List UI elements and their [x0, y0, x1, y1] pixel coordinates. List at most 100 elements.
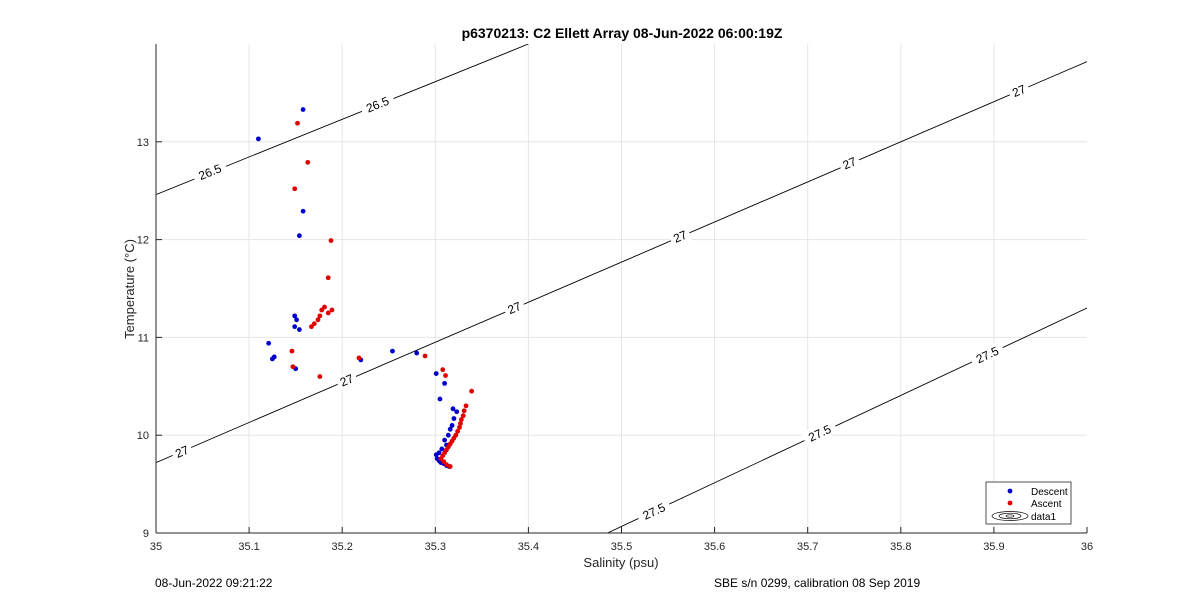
x-tick-label: 36 — [1081, 541, 1093, 553]
chart-title: p6370213: C2 Ellett Array 08-Jun-2022 06… — [462, 25, 783, 41]
contour-label-background — [191, 158, 229, 185]
legend-descent-label: Descent — [1031, 487, 1068, 498]
descent-point — [296, 233, 302, 239]
descent-point — [442, 380, 448, 386]
contour-label: 27 — [671, 227, 689, 245]
descent-point — [300, 107, 306, 112]
footer-timestamp: 08-Jun-2022 09:21:22 — [155, 576, 273, 590]
ascent-point — [315, 317, 321, 323]
descent-point — [433, 371, 439, 376]
contour-label-background — [968, 340, 1006, 369]
contour-label-background — [334, 369, 359, 391]
descent-point — [292, 313, 298, 319]
ascent-point — [461, 408, 467, 414]
ascent-point — [422, 353, 428, 359]
ascent-point — [317, 374, 323, 379]
legend-ascent-label: Ascent — [1031, 499, 1062, 510]
ascent-point — [328, 238, 334, 243]
ascent-point — [329, 307, 335, 313]
descent-point — [450, 406, 456, 412]
contour-label-background — [635, 497, 673, 526]
descent-point — [269, 356, 275, 362]
y-tick-label: 12 — [137, 235, 149, 247]
x-tick-label: 35.1 — [238, 541, 259, 553]
legend-descent-marker — [1007, 488, 1013, 494]
ascent-point — [457, 424, 462, 430]
data-points — [256, 107, 475, 469]
ascent-point — [319, 307, 325, 313]
ascent-point — [290, 364, 296, 370]
descent-point — [437, 396, 443, 402]
density-contour-line — [156, 61, 1087, 463]
ascent-point — [325, 275, 331, 281]
x-tick-label: 35.4 — [518, 541, 539, 553]
x-tick-label: 35.9 — [983, 541, 1004, 553]
descent-point — [442, 437, 448, 443]
contour-label-background — [667, 225, 693, 248]
ascent-point — [443, 373, 448, 378]
contour-label-background — [801, 418, 839, 447]
x-tick-label: 35 — [150, 541, 162, 553]
contour-legend-icon — [991, 511, 1029, 521]
contour-label-background — [358, 90, 396, 118]
descent-point — [445, 432, 451, 438]
ascent-point — [317, 313, 323, 319]
descent-point — [439, 446, 445, 452]
contour-label-background — [837, 152, 862, 174]
y-tick-label: 9 — [143, 528, 149, 540]
ascent-point — [444, 462, 449, 467]
descent-point — [266, 340, 272, 346]
y-tick-label: 10 — [137, 430, 149, 442]
ascent-point — [458, 417, 464, 422]
footer-calibration: SBE s/n 0299, calibration 08 Sep 2019 — [714, 576, 921, 590]
ascent-point — [455, 428, 461, 434]
contour-label-background — [502, 296, 527, 319]
ascent-point — [469, 388, 475, 394]
x-tick-label: 35.7 — [797, 541, 818, 553]
ascent-point — [292, 186, 298, 192]
ascent-point — [309, 324, 314, 330]
descent-point — [296, 327, 302, 332]
descent-point — [433, 452, 439, 458]
x-axis-ticks: 35 35.1 35.2 35.3 35.4 35.5 35.6 35.7 35.8 35.9 36 — [150, 527, 1093, 553]
contour-label-background — [169, 440, 195, 463]
x-tick-label: 35.8 — [890, 541, 911, 553]
descent-point — [447, 426, 453, 432]
legend-data1-label: data1 — [1031, 512, 1056, 523]
descent-point — [449, 423, 455, 428]
descent-point — [292, 324, 298, 330]
descent-point — [256, 136, 261, 142]
contour-label: 27 — [173, 443, 191, 461]
legend-ascent-marker — [1007, 500, 1013, 506]
descent-point — [414, 350, 420, 356]
y-axis-ticks: 9 10 11 12 13 — [137, 137, 162, 540]
ascent-point — [460, 413, 466, 419]
ascent-point — [447, 464, 453, 469]
ascent-point — [463, 403, 469, 409]
contour-label-background — [1006, 79, 1031, 102]
ascent-point — [295, 120, 300, 126]
density-contour-line — [607, 307, 1087, 533]
contour-label: 27 — [338, 371, 356, 389]
y-axis-label: Temperature (°C) — [122, 239, 137, 339]
contour-label: 27 — [841, 154, 859, 172]
x-tick-label: 35.5 — [611, 541, 632, 553]
descent-point — [294, 317, 299, 323]
legend: Descent Ascent data1 — [985, 481, 1072, 525]
descent-point — [390, 348, 395, 354]
ascent-point — [458, 421, 463, 426]
y-tick-label: 11 — [138, 332, 149, 344]
descent-point — [451, 416, 457, 421]
x-axis-label: Salinity (psu) — [583, 555, 658, 570]
ascent-point — [440, 367, 446, 373]
ascent-point — [305, 159, 311, 165]
ascent-point — [289, 348, 295, 354]
x-tick-label: 35.2 — [331, 541, 352, 553]
descent-point — [454, 409, 460, 415]
contour-label: 27 — [1010, 82, 1028, 100]
ascent-point — [325, 310, 331, 316]
ascent-point — [356, 355, 362, 361]
descent-point — [300, 208, 306, 214]
contour-label: 27 — [506, 299, 524, 317]
